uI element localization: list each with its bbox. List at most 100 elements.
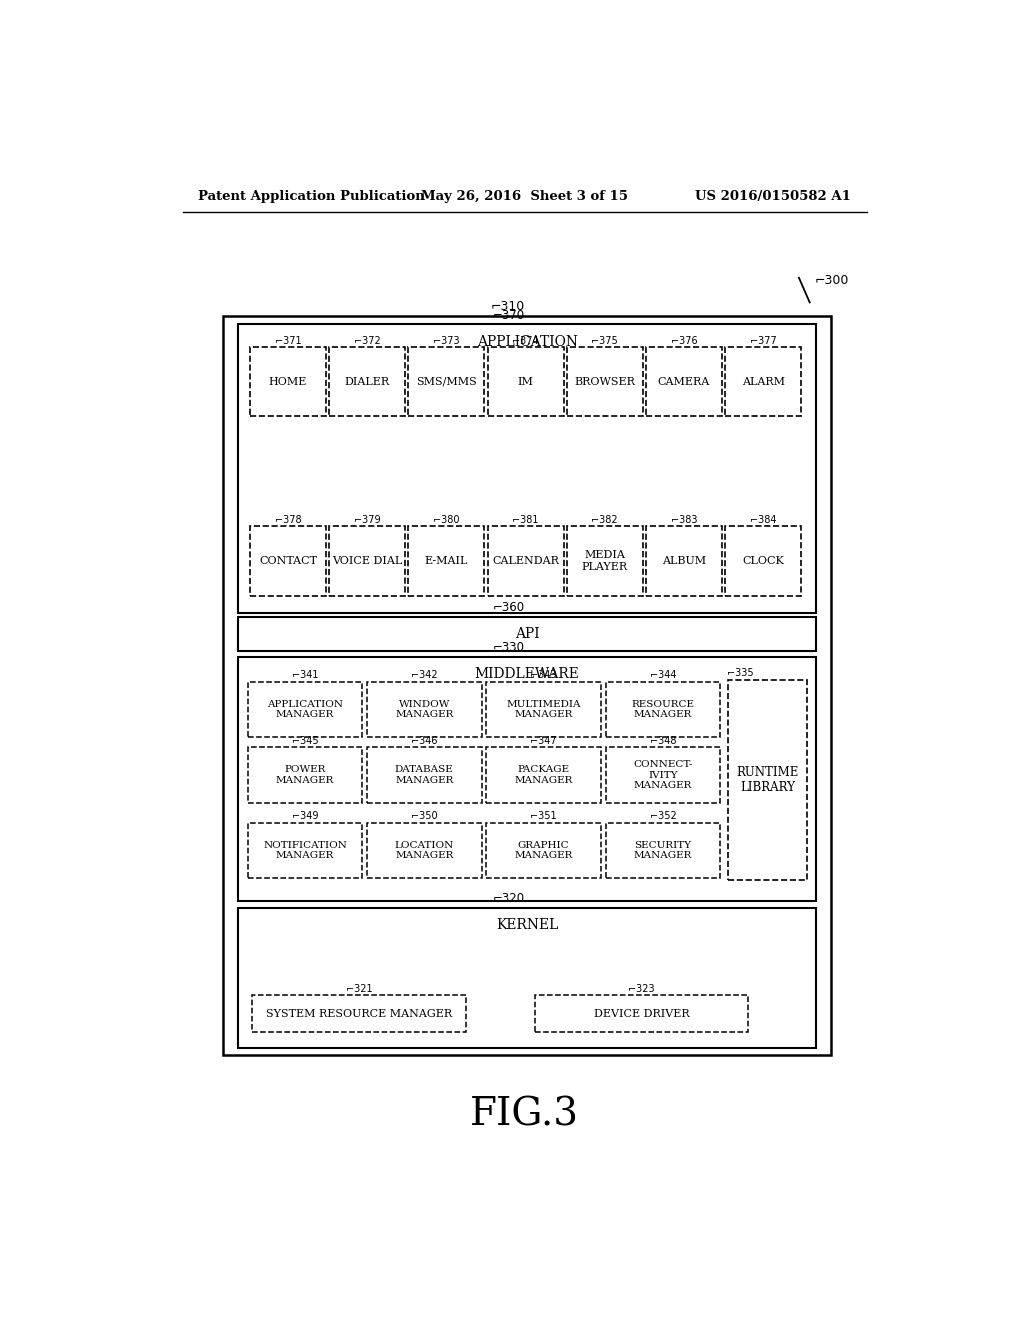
Bar	[605, 822, 720, 878]
Text: ⌐330: ⌐330	[493, 642, 524, 655]
Text: ⌐371: ⌐371	[274, 335, 301, 346]
Bar	[239, 323, 816, 612]
Bar	[646, 527, 722, 595]
Bar	[725, 527, 801, 595]
Bar	[605, 682, 720, 738]
Bar	[329, 527, 406, 595]
Bar	[367, 747, 481, 803]
Text: DATABASE
MANAGER: DATABASE MANAGER	[395, 766, 454, 785]
Bar	[239, 908, 816, 1048]
Bar	[239, 656, 816, 902]
Text: ALARM: ALARM	[741, 376, 784, 387]
Bar	[728, 680, 807, 880]
Text: SMS/MMS: SMS/MMS	[416, 376, 477, 387]
Text: FIG.3: FIG.3	[470, 1096, 580, 1134]
Text: BROWSER: BROWSER	[574, 376, 635, 387]
Text: ⌐349: ⌐349	[292, 812, 318, 821]
Text: MIDDLEWARE: MIDDLEWARE	[475, 668, 580, 681]
Text: ⌐378: ⌐378	[274, 515, 301, 525]
Text: VOICE DIAL: VOICE DIAL	[332, 556, 402, 566]
Text: ⌐310: ⌐310	[490, 300, 525, 313]
Bar	[250, 527, 326, 595]
Text: KERNEL: KERNEL	[496, 919, 558, 932]
Text: ⌐346: ⌐346	[411, 737, 437, 746]
Text: SECURITY
MANAGER: SECURITY MANAGER	[634, 841, 692, 861]
Bar	[250, 347, 326, 416]
Text: ⌐352: ⌐352	[649, 812, 677, 821]
Text: ⌐372: ⌐372	[354, 335, 381, 346]
Text: ⌐381: ⌐381	[512, 515, 539, 525]
Bar	[367, 822, 481, 878]
Text: US 2016/0150582 A1: US 2016/0150582 A1	[695, 190, 851, 203]
Bar	[239, 616, 816, 651]
Bar	[223, 317, 831, 1056]
Text: PACKAGE
MANAGER: PACKAGE MANAGER	[514, 766, 572, 785]
Text: ⌐384: ⌐384	[750, 515, 776, 525]
Text: API: API	[515, 627, 540, 642]
Bar	[486, 682, 601, 738]
Text: CAMERA: CAMERA	[657, 376, 710, 387]
Bar	[409, 527, 484, 595]
Text: ⌐347: ⌐347	[530, 737, 557, 746]
Text: DIALER: DIALER	[345, 376, 390, 387]
Text: CONTACT: CONTACT	[259, 556, 317, 566]
Bar	[605, 747, 720, 803]
Bar	[646, 347, 722, 416]
Text: ⌐300: ⌐300	[814, 275, 849, 286]
Text: NOTIFICATION
MANAGER: NOTIFICATION MANAGER	[263, 841, 347, 861]
Text: ⌐377: ⌐377	[750, 335, 776, 346]
Text: ALBUM: ALBUM	[662, 556, 706, 566]
Text: ⌐335: ⌐335	[727, 668, 754, 678]
Text: ⌐348: ⌐348	[650, 737, 676, 746]
Text: ⌐376: ⌐376	[671, 335, 697, 346]
Text: ⌐380: ⌐380	[433, 515, 460, 525]
Text: WINDOW
MANAGER: WINDOW MANAGER	[395, 700, 454, 719]
Text: ⌐343: ⌐343	[530, 671, 557, 681]
Text: DEVICE DRIVER: DEVICE DRIVER	[594, 1008, 689, 1019]
Bar	[566, 527, 643, 595]
Text: ⌐351: ⌐351	[530, 812, 557, 821]
Text: HOME: HOME	[268, 376, 307, 387]
Text: RESOURCE
MANAGER: RESOURCE MANAGER	[632, 700, 694, 719]
Bar	[409, 347, 484, 416]
Text: APPLICATION: APPLICATION	[476, 335, 578, 348]
Bar	[248, 747, 362, 803]
Text: SYSTEM RESOURCE MANAGER: SYSTEM RESOURCE MANAGER	[266, 1008, 453, 1019]
Text: POWER
MANAGER: POWER MANAGER	[275, 766, 334, 785]
Text: Patent Application Publication: Patent Application Publication	[199, 190, 425, 203]
Text: APPLICATION
MANAGER: APPLICATION MANAGER	[267, 700, 343, 719]
Text: ⌐360: ⌐360	[493, 601, 524, 614]
Text: CLOCK: CLOCK	[742, 556, 784, 566]
Text: ⌐350: ⌐350	[411, 812, 437, 821]
Text: MEDIA
PLAYER: MEDIA PLAYER	[582, 550, 628, 572]
Bar	[329, 347, 406, 416]
Text: RUNTIME
LIBRARY: RUNTIME LIBRARY	[736, 766, 799, 793]
Text: GRAPHIC
MANAGER: GRAPHIC MANAGER	[514, 841, 572, 861]
Bar	[486, 822, 601, 878]
Text: CALENDAR: CALENDAR	[493, 556, 559, 566]
Text: ⌐375: ⌐375	[592, 335, 618, 346]
Text: ⌐323: ⌐323	[629, 983, 655, 994]
Text: ⌐341: ⌐341	[292, 671, 318, 681]
Bar	[535, 995, 749, 1032]
Text: E-MAIL: E-MAIL	[425, 556, 468, 566]
Text: ⌐383: ⌐383	[671, 515, 697, 525]
Text: ⌐342: ⌐342	[411, 671, 437, 681]
Text: ⌐321: ⌐321	[346, 983, 373, 994]
Text: ⌐373: ⌐373	[433, 335, 460, 346]
Text: ⌐382: ⌐382	[592, 515, 618, 525]
Bar	[725, 347, 801, 416]
Text: ⌐379: ⌐379	[354, 515, 381, 525]
Text: MULTIMEDIA
MANAGER: MULTIMEDIA MANAGER	[507, 700, 581, 719]
Bar	[486, 747, 601, 803]
Text: ⌐320: ⌐320	[493, 892, 524, 906]
Text: IM: IM	[518, 376, 534, 387]
Bar	[252, 995, 466, 1032]
Text: May 26, 2016  Sheet 3 of 15: May 26, 2016 Sheet 3 of 15	[421, 190, 629, 203]
Bar	[487, 527, 563, 595]
Text: ⌐344: ⌐344	[650, 671, 676, 681]
Text: ⌐374: ⌐374	[512, 335, 539, 346]
Text: ⌐370: ⌐370	[493, 309, 524, 322]
Bar	[248, 822, 362, 878]
Bar	[487, 347, 563, 416]
